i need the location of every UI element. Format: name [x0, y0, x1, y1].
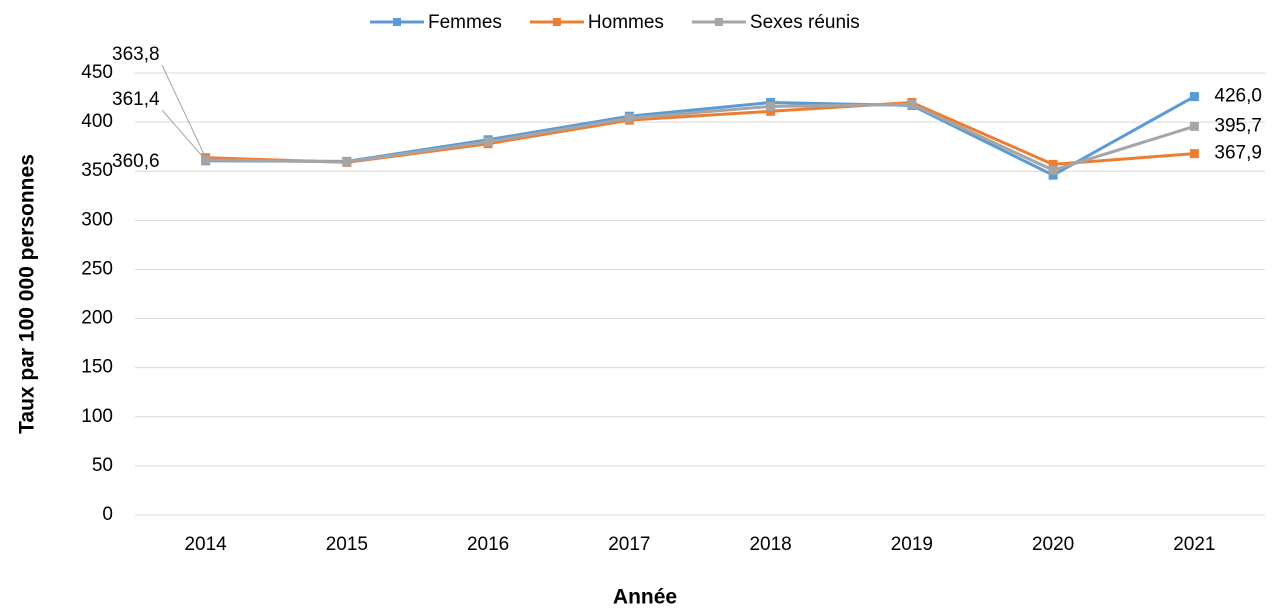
data-label: 367,9 [1214, 143, 1262, 164]
x-tick-label: 2014 [184, 534, 227, 555]
point-marker [907, 99, 917, 109]
point-marker [1048, 159, 1058, 169]
x-tick-label: 2018 [749, 534, 791, 555]
x-axis-title: Année [613, 586, 677, 607]
y-axis-title: Taux par 100 000 personnes [16, 154, 39, 434]
series-line [205, 95, 1196, 177]
point-marker [483, 137, 493, 147]
y-tick-label: 150 [81, 357, 113, 378]
x-tick-label: 2015 [326, 534, 368, 555]
legend-label: Sexes réunis [750, 12, 860, 33]
y-tick-label: 100 [81, 406, 113, 427]
x-tick-label: 2021 [1173, 534, 1215, 555]
legend-marker [714, 18, 723, 26]
point-marker [1048, 170, 1058, 180]
leader-line [161, 109, 207, 161]
point-marker [1189, 121, 1199, 131]
x-tick-label: 2017 [608, 534, 650, 555]
y-tick-label: 300 [81, 209, 113, 230]
y-tick-label: 200 [81, 308, 113, 329]
x-tick-label: 2020 [1032, 534, 1074, 555]
x-tick-label: 2016 [467, 534, 509, 555]
data-label: 361,4 [112, 89, 160, 110]
point-marker [766, 106, 776, 116]
point-marker [1189, 149, 1199, 159]
y-tick-label: 50 [92, 455, 113, 476]
data-label: 363,8 [112, 44, 160, 65]
y-tick-label: 0 [102, 504, 113, 525]
legend-label: Hommes [588, 12, 664, 33]
y-tick-label: 250 [81, 258, 113, 279]
data-label: 360,6 [112, 151, 160, 172]
point-marker [766, 101, 776, 111]
leader-line [161, 64, 207, 158]
y-tick-label: 400 [81, 111, 113, 132]
series-line [205, 102, 1195, 172]
legend-label: Femmes [428, 12, 502, 33]
x-tick-label: 2019 [891, 534, 933, 555]
point-marker [624, 113, 634, 123]
data-label: 426,0 [1214, 86, 1262, 107]
point-marker [342, 157, 352, 167]
data-label: 395,7 [1214, 115, 1262, 136]
legend-marker [393, 18, 401, 26]
legend-marker [552, 18, 561, 26]
y-tick-label: 350 [81, 160, 113, 181]
point-marker [1189, 92, 1199, 102]
y-tick-label: 450 [81, 62, 113, 83]
point-marker [1048, 165, 1058, 175]
